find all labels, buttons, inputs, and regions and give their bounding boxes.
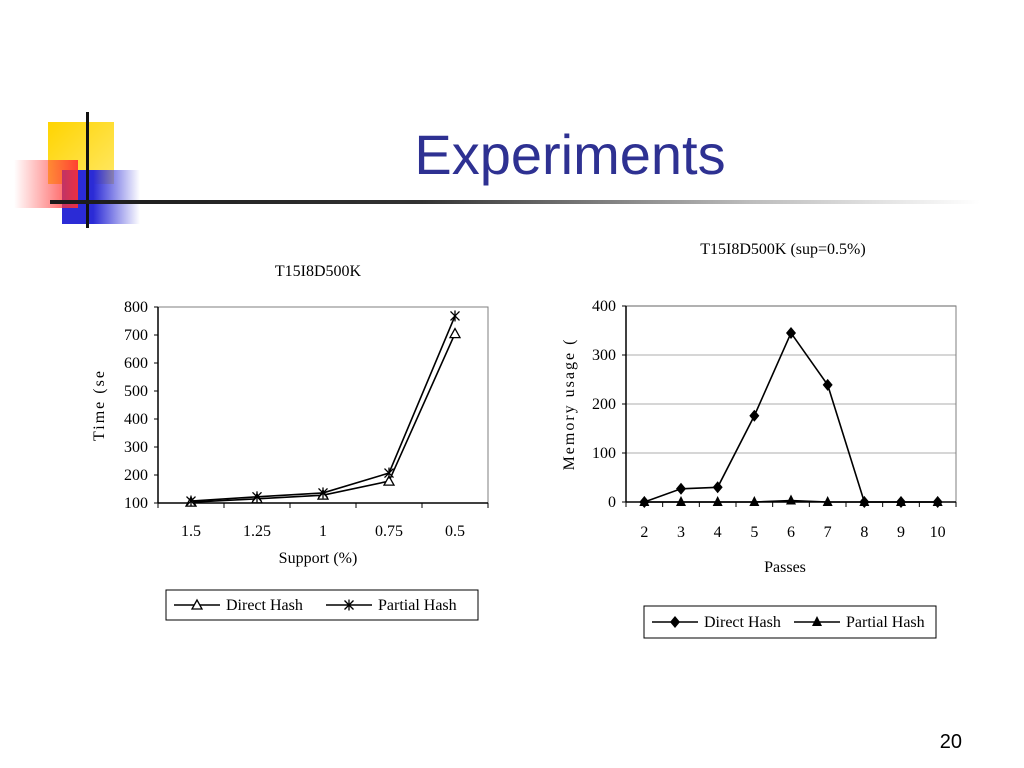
y-tick-label: 400 <box>124 411 148 428</box>
page-number: 20 <box>939 731 962 753</box>
x-tick-label: 4 <box>714 524 722 541</box>
y-tick-label: 0 <box>608 494 616 511</box>
x-tick-label: 2 <box>640 524 648 541</box>
y-tick-label: 200 <box>592 396 616 413</box>
x-tick-label: 0.5 <box>445 523 465 540</box>
x-tick-label: 0.75 <box>375 523 403 540</box>
x-tick-label: 3 <box>677 524 685 541</box>
data-point-series-1 <box>822 378 833 391</box>
data-point-series-1 <box>786 326 796 339</box>
chart-title: T15I8D500K (sup=0.5%) <box>700 241 865 258</box>
data-point-series-2 <box>896 496 906 506</box>
legend-marker-2 <box>812 616 822 626</box>
data-point-series-2 <box>450 310 460 322</box>
x-tick-label: 1 <box>319 523 327 540</box>
legend-label: Partial Hash <box>846 614 925 631</box>
data-point-series-2 <box>639 496 650 506</box>
legend-marker-1 <box>190 598 204 610</box>
x-tick-label: 9 <box>897 524 905 541</box>
data-point-series-2 <box>822 496 833 506</box>
x-tick-label: 10 <box>930 524 946 541</box>
legend-label: Direct Hash <box>704 614 781 631</box>
y-tick-label: 400 <box>592 298 616 315</box>
x-axis-title: Support (%) <box>279 550 358 567</box>
data-point-series-1 <box>749 409 760 422</box>
slide-title: Experiments <box>414 123 726 186</box>
data-point-series-2 <box>749 496 760 506</box>
data-point-series-1 <box>448 327 462 339</box>
y-tick-label: 800 <box>124 299 148 316</box>
decor-vertical-line <box>86 112 89 228</box>
data-point-series-1 <box>676 482 686 495</box>
legend-label: Partial Hash <box>378 597 457 614</box>
legend-marker-1 <box>670 616 680 628</box>
time-vs-support-chart: T15I8D500K 100 200 300 400 500 600 700 800 1.5 1.2… <box>91 263 489 621</box>
data-point-series-2 <box>384 467 394 479</box>
x-tick-label: 1.5 <box>181 523 201 540</box>
memory-vs-passes-chart: T15I8D500K (sup=0.5%) 0 100 200 300 400 2 3 4 5 6 7… <box>561 241 957 639</box>
y-tick-label: 300 <box>124 439 148 456</box>
legend-marker-2 <box>344 599 354 611</box>
series-line-2 <box>190 315 456 502</box>
x-tick-label: 8 <box>860 524 868 541</box>
x-tick-label: 7 <box>824 524 832 541</box>
x-axis-title: Passes <box>764 559 806 576</box>
data-point-series-2 <box>318 487 328 499</box>
x-tick-label: 6 <box>787 524 795 541</box>
y-axis-title: Memory usage ( <box>561 338 578 471</box>
chart-title: T15I8D500K <box>275 263 362 280</box>
data-point-series-1 <box>382 474 396 486</box>
data-point-series-2 <box>859 496 870 506</box>
x-tick-label: 5 <box>750 524 758 541</box>
y-tick-label: 700 <box>124 327 148 344</box>
data-point-series-2 <box>932 496 943 506</box>
y-tick-label: 300 <box>592 347 616 364</box>
data-point-series-2 <box>186 495 196 507</box>
series-line-1 <box>644 331 938 503</box>
series-line-1 <box>190 333 456 503</box>
y-tick-label: 200 <box>124 467 148 484</box>
data-point-series-2 <box>712 496 723 506</box>
x-tick-label: 1.25 <box>243 523 271 540</box>
y-tick-label: 500 <box>124 383 148 400</box>
data-point-series-1 <box>712 481 723 494</box>
y-axis-title: Time (se <box>91 369 108 441</box>
legend-label: Direct Hash <box>226 597 303 614</box>
data-point-series-2 <box>786 494 796 505</box>
data-point-series-2 <box>252 491 262 503</box>
y-tick-label: 100 <box>124 495 148 512</box>
plot-area-frame <box>157 306 489 504</box>
y-tick-label: 600 <box>124 355 148 372</box>
y-tick-label: 100 <box>592 445 616 462</box>
data-point-series-2 <box>676 496 686 506</box>
title-underline <box>50 200 980 204</box>
